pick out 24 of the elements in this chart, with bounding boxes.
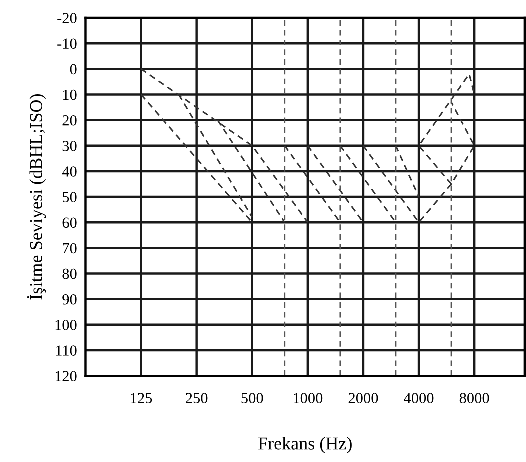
y-tick-label: 110 [56,346,77,356]
y-tick-label: 0 [70,64,77,75]
y-tick-label: 50 [63,192,77,202]
y-tick-label: 20 [62,115,77,126]
y-axis-title: İşitme Seviyesi (dBHL;ISO) [27,94,46,300]
y-tick-label: 120 [56,371,77,382]
x-tick-label: 1000 [294,393,323,404]
y-tick-label: 40 [62,166,77,177]
y-tick-label: 70 [63,243,77,254]
x-tick-label: 125 [131,393,152,404]
y-tick-label: 30 [62,141,77,152]
x-tick-label: 8000 [460,393,490,404]
x-tick-label: 250 [186,393,208,404]
x-tick-label: 4000 [404,393,434,404]
y-tick-label: 100 [56,320,77,330]
y-tick-label: 90 [62,294,77,305]
y-tick-label: -10 [58,38,77,50]
y-tick-label: 60 [62,218,77,228]
x-tick-label: 2000 [348,393,378,404]
y-tick-label: -20 [58,13,77,24]
y-tick-label: 10 [63,90,77,100]
x-tick-label: 500 [242,393,264,404]
y-tick-label: 80 [62,268,77,280]
x-axis-title: Frekans (Hz) [258,437,352,454]
